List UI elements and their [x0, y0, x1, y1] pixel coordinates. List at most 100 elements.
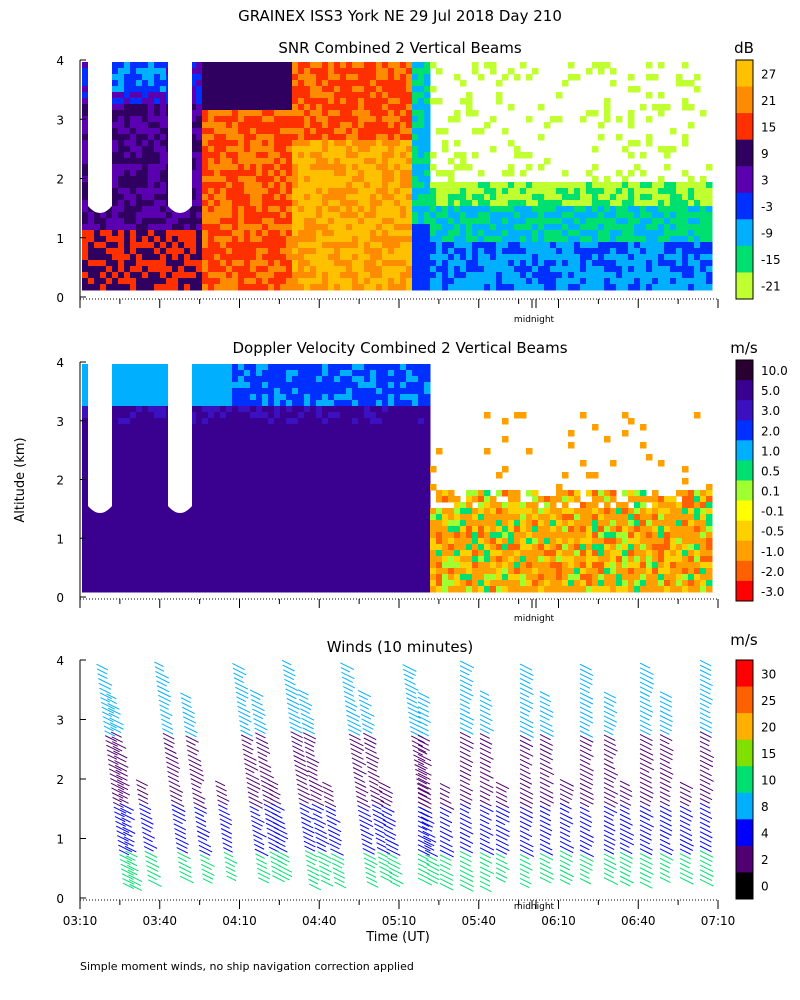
snr-cell	[82, 260, 89, 267]
snr-cell	[694, 188, 701, 195]
doppler-cell	[268, 580, 275, 587]
doppler-cell	[274, 532, 281, 539]
snr-cell	[562, 200, 569, 207]
snr-cell	[358, 104, 365, 111]
snr-cell	[328, 122, 335, 129]
doppler-cell	[82, 364, 89, 371]
doppler-cell	[244, 496, 251, 503]
doppler-cell	[346, 502, 353, 509]
snr-cell	[268, 200, 275, 207]
doppler-cell	[232, 472, 239, 479]
snr-cell	[244, 86, 251, 93]
snr-cell	[118, 170, 125, 177]
snr-cell	[556, 248, 563, 255]
snr-cell	[406, 230, 413, 237]
snr-cell	[358, 224, 365, 231]
snr-cell	[598, 212, 605, 219]
doppler-cell	[130, 580, 137, 587]
snr-cell	[364, 134, 371, 141]
snr-cell	[226, 128, 233, 135]
doppler-cell	[160, 532, 167, 539]
snr-cell	[574, 242, 581, 249]
snr-cell	[412, 104, 419, 111]
doppler-cell	[268, 556, 275, 563]
snr-cell	[214, 284, 221, 291]
snr-cell	[472, 68, 479, 75]
snr-cell	[568, 242, 575, 249]
doppler-cell	[208, 472, 215, 479]
snr-cell	[514, 182, 521, 189]
snr-cell	[286, 164, 293, 171]
snr-cell	[418, 266, 425, 273]
snr-cell	[310, 62, 317, 69]
snr-cell	[226, 98, 233, 105]
snr-cell	[316, 128, 323, 135]
snr-cell	[256, 62, 263, 69]
doppler-cell	[112, 388, 119, 395]
doppler-cell	[142, 502, 149, 509]
snr-cell	[328, 146, 335, 153]
snr-cell	[298, 62, 305, 69]
snr-cell	[496, 236, 503, 243]
snr-cell	[130, 128, 137, 135]
snr-cell	[154, 224, 161, 231]
snr-cell	[442, 230, 449, 237]
snr-cell	[304, 278, 311, 285]
snr-cell	[268, 248, 275, 255]
doppler-cell	[196, 448, 203, 455]
snr-cell	[520, 278, 527, 285]
doppler-cell	[250, 478, 257, 485]
doppler-cell	[148, 412, 155, 419]
snr-cell	[208, 242, 215, 249]
snr-cell	[454, 254, 461, 261]
colorbar-label: -9	[761, 227, 773, 241]
snr-cell	[382, 224, 389, 231]
snr-cell	[604, 200, 611, 207]
doppler-cell	[172, 574, 179, 581]
snr-cell	[628, 170, 635, 177]
snr-cell	[316, 176, 323, 183]
doppler-cell	[262, 520, 269, 527]
doppler-cell	[316, 394, 323, 401]
doppler-cell	[136, 550, 143, 557]
snr-cell	[124, 176, 131, 183]
doppler-cell	[232, 484, 239, 491]
doppler-cell	[160, 526, 167, 533]
snr-cell	[268, 254, 275, 261]
snr-cell	[424, 200, 431, 207]
snr-cell	[310, 104, 317, 111]
doppler-cell	[136, 508, 143, 515]
snr-cell	[268, 74, 275, 81]
doppler-cell	[292, 556, 299, 563]
snr-cell	[676, 218, 683, 225]
snr-cell	[220, 182, 227, 189]
snr-cell	[502, 200, 509, 207]
snr-cell	[418, 128, 425, 135]
snr-cell	[418, 164, 425, 171]
snr-cell	[208, 230, 215, 237]
snr-cell	[244, 158, 251, 165]
doppler-cell	[250, 520, 257, 527]
snr-cell	[490, 116, 497, 123]
snr-cell	[646, 272, 653, 279]
snr-cell	[424, 218, 431, 225]
snr-cell	[616, 272, 623, 279]
doppler-cell	[256, 538, 263, 545]
snr-cell	[598, 200, 605, 207]
snr-cell	[556, 284, 563, 291]
snr-cell	[304, 92, 311, 99]
doppler-cell	[262, 418, 269, 425]
snr-cell	[496, 272, 503, 279]
snr-cell	[568, 74, 575, 81]
doppler-cell	[310, 568, 317, 575]
snr-cell	[490, 284, 497, 291]
doppler-cell	[304, 418, 311, 425]
snr-cell	[460, 236, 467, 243]
snr-cell	[154, 92, 161, 99]
snr-cell	[508, 278, 515, 285]
snr-cell	[502, 206, 509, 213]
snr-cell	[376, 86, 383, 93]
snr-cell	[376, 158, 383, 165]
doppler-cell	[196, 394, 203, 401]
snr-cell	[148, 140, 155, 147]
